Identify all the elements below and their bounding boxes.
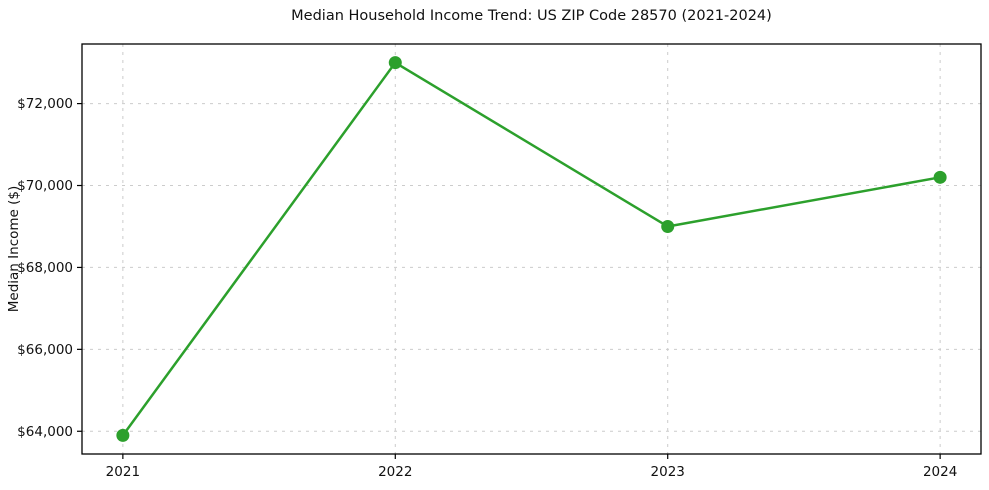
y-axis-label-text: Median Income ($) xyxy=(6,185,22,313)
data-point-2021 xyxy=(116,428,130,442)
income-line-series xyxy=(121,61,942,437)
data-point-2023 xyxy=(661,219,675,233)
y-tick-label: $72,000 xyxy=(17,96,73,112)
y-tick-label: $66,000 xyxy=(17,342,73,358)
chart-title: Median Household Income Trend: US ZIP Co… xyxy=(291,8,772,24)
y-tick-label: $68,000 xyxy=(17,260,73,276)
x-tick-label: 2024 xyxy=(923,464,957,480)
axes-spines xyxy=(81,43,982,455)
data-point-2024 xyxy=(933,170,947,184)
y-tick-label: $70,000 xyxy=(17,178,73,194)
x-tick-label: 2023 xyxy=(651,464,685,480)
x-tick-label: 2022 xyxy=(378,464,412,480)
data-point-2022 xyxy=(388,56,402,70)
x-tick-label: 2021 xyxy=(106,464,140,480)
y-tick-label: $64,000 xyxy=(17,424,73,440)
